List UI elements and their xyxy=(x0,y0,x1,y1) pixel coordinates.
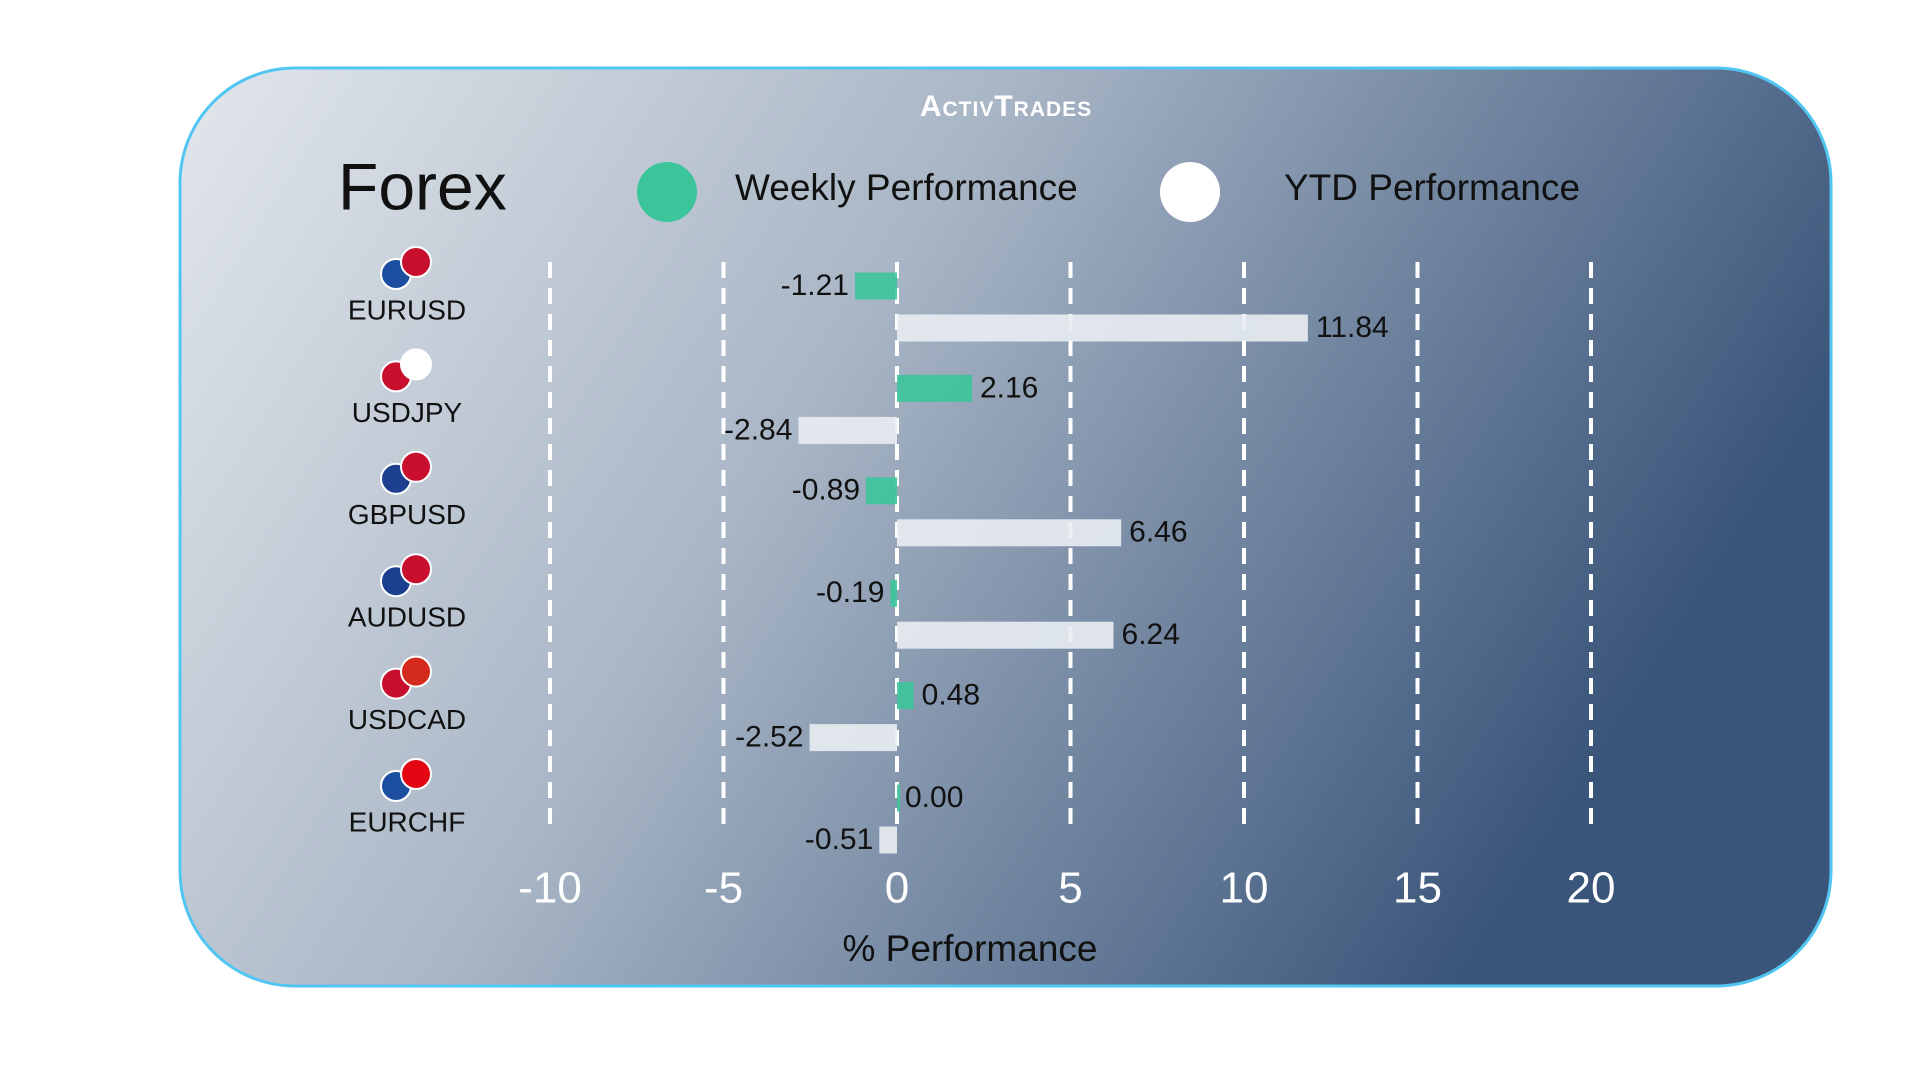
bar xyxy=(866,477,897,505)
category-label: EURUSD xyxy=(348,294,466,325)
value-label: 0.00 xyxy=(905,781,963,814)
chart-title: Forex xyxy=(338,149,507,223)
value-label: -0.51 xyxy=(805,823,873,856)
category-label: USDCAD xyxy=(348,704,466,735)
x-axis-label: % Performance xyxy=(843,928,1098,969)
x-tick-label: 0 xyxy=(885,864,909,913)
bar xyxy=(809,724,897,752)
value-label: -1.21 xyxy=(781,269,849,302)
x-tick-label: -5 xyxy=(704,864,743,913)
value-label: -2.52 xyxy=(735,721,803,754)
category-label: USDJPY xyxy=(352,397,463,428)
x-tick-label: 15 xyxy=(1393,864,1442,913)
legend-label: Weekly Performance xyxy=(735,167,1078,208)
bar xyxy=(897,784,900,812)
value-label: 6.24 xyxy=(1122,618,1180,651)
category-label: AUDUSD xyxy=(348,602,466,633)
bar xyxy=(890,579,897,607)
value-label: 11.84 xyxy=(1316,311,1389,344)
bar xyxy=(897,682,914,710)
legend-marker xyxy=(1160,162,1220,222)
bar xyxy=(897,374,972,402)
flag-icon xyxy=(400,450,432,483)
x-tick-label: 5 xyxy=(1058,864,1082,913)
bar xyxy=(879,826,897,854)
flag-icon xyxy=(400,348,432,381)
value-label: 6.46 xyxy=(1129,516,1187,549)
legend-marker xyxy=(637,162,697,222)
category-label: EURCHF xyxy=(349,806,466,837)
bar xyxy=(897,621,1114,649)
brand: ActivTrades xyxy=(920,90,1092,123)
value-label: -0.89 xyxy=(792,474,860,507)
category-label: GBPUSD xyxy=(348,499,466,530)
legend-label: YTD Performance xyxy=(1284,167,1580,208)
value-label: 0.48 xyxy=(922,679,980,712)
value-label: -0.19 xyxy=(816,576,884,609)
flag-icon xyxy=(400,758,432,790)
x-tick-label: -10 xyxy=(518,864,582,913)
bar xyxy=(897,314,1308,342)
bar xyxy=(798,416,897,444)
flag-icon xyxy=(400,655,432,688)
x-tick-label: 20 xyxy=(1567,864,1616,913)
bar xyxy=(855,272,897,300)
bar xyxy=(897,519,1122,547)
flag-icon xyxy=(400,553,432,586)
x-tick-label: 10 xyxy=(1220,864,1269,913)
flag-icon xyxy=(400,246,432,278)
value-label: 2.16 xyxy=(980,371,1038,404)
value-label: -2.84 xyxy=(724,413,792,446)
